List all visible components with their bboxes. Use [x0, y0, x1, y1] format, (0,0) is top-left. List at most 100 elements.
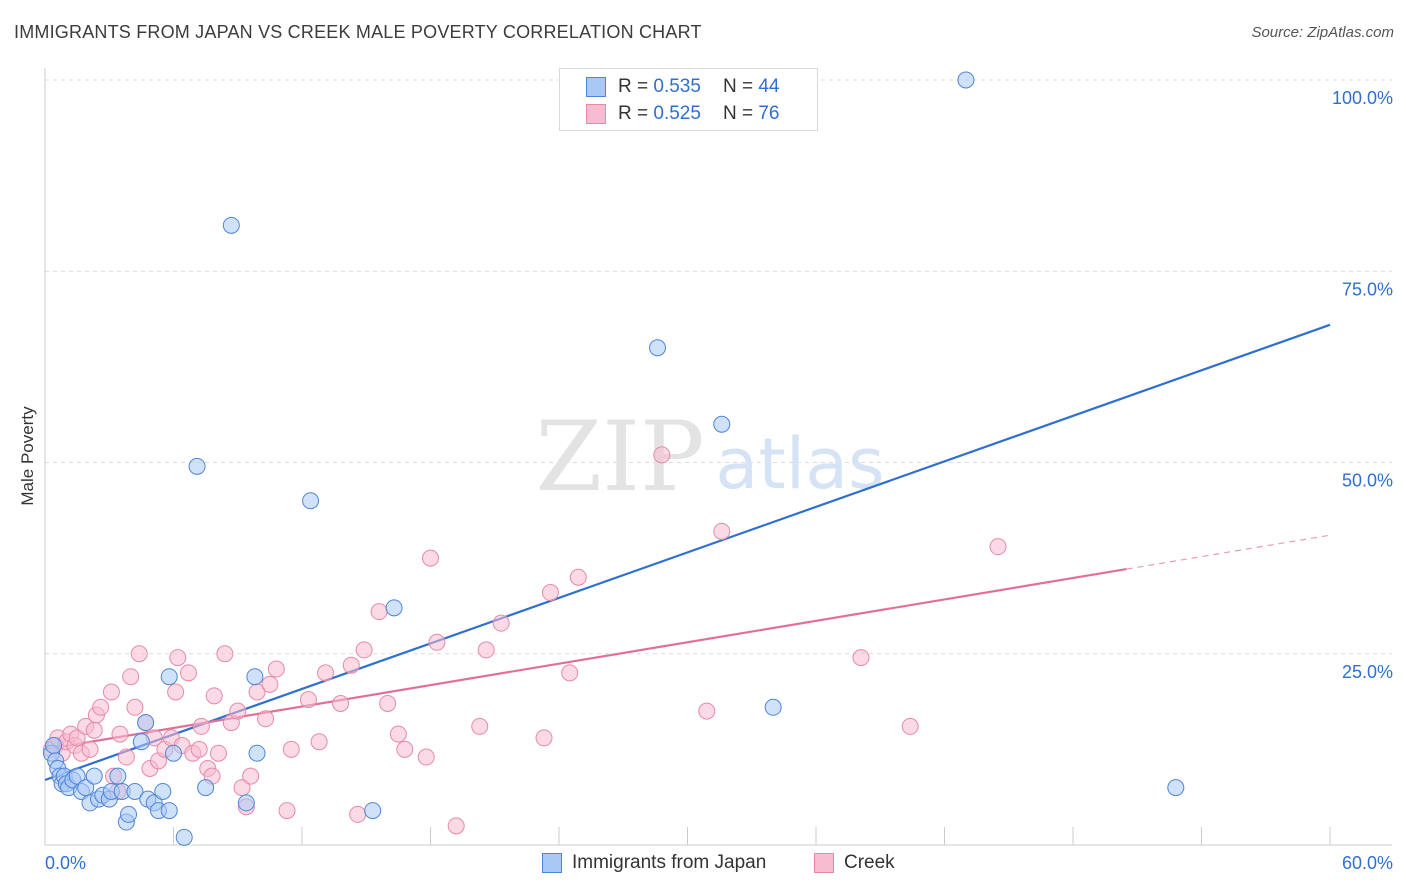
point-creek: [242, 767, 260, 785]
point-japan: [126, 782, 144, 800]
point-creek: [126, 698, 144, 716]
point-japan: [188, 457, 206, 475]
point-creek: [428, 633, 446, 651]
point-japan: [154, 782, 172, 800]
watermark-atlas: atlas: [715, 423, 884, 505]
trend-line-extension-creek: [1126, 534, 1331, 570]
point-creek: [317, 664, 335, 682]
point-creek: [541, 584, 559, 602]
point-creek: [209, 744, 227, 762]
point-creek: [713, 522, 731, 540]
point-creek: [901, 717, 919, 735]
legend-swatch-creek: [586, 104, 606, 124]
point-japan: [109, 767, 127, 785]
legend-r-value-creek: 0.525: [653, 103, 701, 124]
point-creek: [85, 721, 103, 739]
legend-n-value-japan: 44: [758, 76, 780, 97]
axes: [44, 68, 1392, 846]
legend-r-value-japan: 0.535: [653, 76, 701, 97]
point-creek: [179, 664, 197, 682]
point-creek: [370, 603, 388, 621]
point-creek: [653, 446, 671, 464]
point-japan: [137, 714, 155, 732]
y-axis-label: Male Poverty: [18, 406, 37, 506]
series-name-japan: Immigrants from Japan: [572, 852, 767, 873]
trend-line-japan: [44, 323, 1331, 782]
point-creek: [282, 740, 300, 758]
legend-n-label: N =: [722, 103, 754, 124]
point-japan: [1167, 779, 1185, 797]
point-creek: [379, 694, 397, 712]
point-japan: [132, 733, 150, 751]
point-creek: [349, 805, 367, 823]
point-japan: [237, 794, 255, 812]
legend-row-japan: R = 0.535 N = 44: [586, 75, 779, 99]
x-tick-label: 0.0%: [45, 853, 86, 873]
point-creek: [447, 817, 465, 835]
point-japan: [160, 668, 178, 686]
point-creek: [535, 729, 553, 747]
point-japan: [85, 767, 103, 785]
point-creek: [205, 687, 223, 705]
point-creek: [122, 668, 140, 686]
source-attribution: Source: ZipAtlas.com: [1251, 24, 1394, 41]
point-creek: [569, 568, 587, 586]
point-creek: [257, 710, 275, 728]
point-creek: [389, 725, 407, 743]
point-creek: [332, 694, 350, 712]
point-japan: [222, 216, 240, 234]
series-name-creek: Creek: [844, 852, 895, 873]
point-creek: [81, 740, 99, 758]
point-creek: [698, 702, 716, 720]
point-creek: [130, 645, 148, 663]
point-japan: [160, 802, 178, 820]
point-creek: [92, 698, 110, 716]
series-legend-creek: Creek: [814, 852, 895, 874]
point-japan: [197, 779, 215, 797]
point-creek: [267, 660, 285, 678]
x-tick-label: 60.0%: [1342, 853, 1393, 873]
point-japan: [364, 802, 382, 820]
point-creek: [396, 740, 414, 758]
point-creek: [477, 641, 495, 659]
grid-lines: [45, 79, 1392, 655]
legend-row-creek: R = 0.525 N = 76: [586, 102, 779, 126]
point-creek: [471, 717, 489, 735]
point-creek: [417, 748, 435, 766]
legend-n-label: N =: [722, 76, 754, 97]
point-creek: [492, 614, 510, 632]
series-legend-japan: Immigrants from Japan: [542, 852, 766, 874]
point-creek: [989, 538, 1007, 556]
legend-n-value-creek: 76: [758, 103, 780, 124]
point-creek: [310, 733, 328, 751]
point-creek: [102, 683, 120, 701]
point-creek: [111, 725, 129, 743]
legend-r-label: R =: [618, 103, 649, 124]
point-creek: [278, 802, 296, 820]
point-japan: [246, 668, 264, 686]
legend-swatch-japan: [586, 77, 606, 97]
y-tick-label: 25.0%: [1342, 662, 1393, 682]
point-creek: [299, 691, 317, 709]
point-japan: [45, 737, 63, 755]
series-swatch-creek: [814, 853, 834, 873]
point-creek: [190, 740, 208, 758]
point-japan: [165, 744, 182, 762]
watermark-zip: ZIP: [535, 401, 704, 513]
point-creek: [261, 675, 279, 693]
data-points: [42, 71, 1185, 846]
point-creek: [167, 683, 185, 701]
point-creek: [342, 656, 360, 674]
watermark: ZIP atlas: [535, 401, 884, 513]
point-japan: [649, 339, 667, 357]
point-creek: [192, 717, 210, 735]
point-japan: [957, 71, 975, 89]
series-swatch-japan: [542, 853, 562, 873]
y-tick-label: 100.0%: [1332, 88, 1393, 108]
point-japan: [302, 492, 320, 510]
point-creek: [229, 702, 247, 720]
point-japan: [175, 828, 193, 846]
chart-title: IMMIGRANTS FROM JAPAN VS CREEK MALE POVE…: [14, 22, 702, 42]
point-japan: [713, 415, 731, 433]
